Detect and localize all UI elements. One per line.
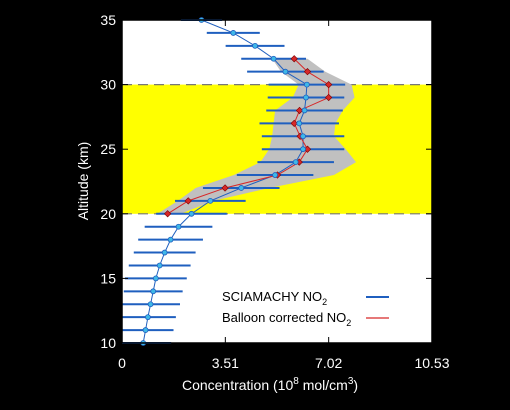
sciamachy-point xyxy=(238,185,245,191)
sciamachy-point xyxy=(230,30,237,36)
balloon-point xyxy=(290,55,298,63)
legend: SCIAMACHY NO2 Balloon corrected NO2 xyxy=(222,289,389,328)
y-tick-label: 15 xyxy=(100,270,116,286)
sciamachy-point xyxy=(301,107,308,114)
sciamachy-point xyxy=(300,146,306,153)
y-tick-label: 25 xyxy=(100,141,116,157)
sciamachy-point xyxy=(303,94,309,101)
y-tick-label: 20 xyxy=(100,206,116,222)
balloon-point xyxy=(325,80,333,89)
sciamachy-point xyxy=(282,68,289,75)
sciamachy-point xyxy=(156,262,163,269)
x-tick-label: 7.02 xyxy=(315,355,342,371)
x-tick-label: 3.51 xyxy=(212,355,239,371)
sciamachy-point xyxy=(270,55,277,62)
x-tick-label: 10.53 xyxy=(414,355,449,371)
plot-frame xyxy=(121,19,433,344)
balloon-point xyxy=(303,68,312,76)
sciamachy-point xyxy=(150,288,157,295)
balloon-point xyxy=(221,184,229,192)
sciamachy-point xyxy=(145,314,151,321)
sciamachy-point xyxy=(292,159,299,166)
legend-label-sciamachy: SCIAMACHY NO2 xyxy=(222,289,327,307)
sciamachy-point xyxy=(300,133,306,140)
sciamachy-point xyxy=(296,120,303,127)
x-tick-label: 0 xyxy=(118,355,126,371)
balloon-point xyxy=(325,93,333,102)
sciamachy-point xyxy=(167,236,174,243)
sciamachy-point xyxy=(152,275,159,282)
sciamachy-point xyxy=(142,327,149,333)
sciamachy-point xyxy=(147,301,154,308)
balloon-point xyxy=(290,119,298,127)
y-axis-title: Altitude (km) xyxy=(75,142,91,221)
sciamachy-point xyxy=(252,42,258,49)
sciamachy-point xyxy=(175,223,182,230)
sciamachy-point xyxy=(303,81,310,88)
sciamachy-point xyxy=(207,197,214,204)
sciamachy-point xyxy=(272,172,278,178)
legend-label-balloon: Balloon corrected NO2 xyxy=(222,310,351,328)
y-tick-label: 10 xyxy=(100,335,116,351)
balloon-point xyxy=(184,197,192,205)
sciamachy-point xyxy=(188,210,195,217)
y-tick-label: 35 xyxy=(100,12,116,28)
balloon-point xyxy=(164,210,172,218)
sciamachy-point xyxy=(161,249,168,256)
balloon-point xyxy=(295,106,304,115)
y-tick-label: 30 xyxy=(100,77,116,93)
x-axis-title: Concentration (108 mol/cm3) xyxy=(182,376,358,393)
